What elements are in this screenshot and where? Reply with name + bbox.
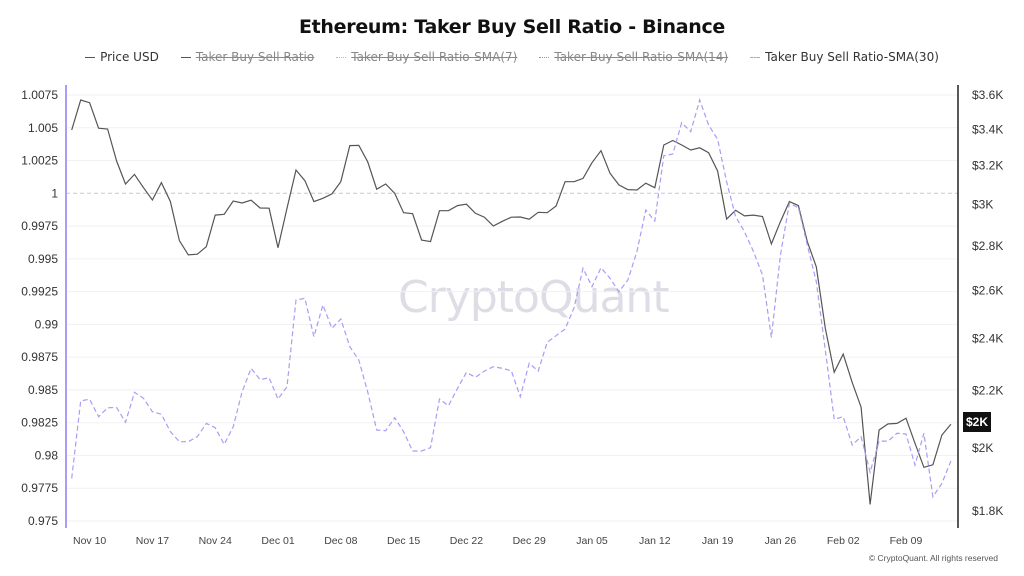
price-line xyxy=(71,99,952,505)
left-axis-tick-label: 0.9875 xyxy=(21,350,58,364)
left-axis-tick-label: 0.995 xyxy=(28,252,58,266)
left-axis-tick-label: 0.975 xyxy=(28,514,58,528)
last-price-label: $2K xyxy=(963,412,992,432)
legend-item[interactable]: Taker Buy Sell Ratio-SMA(30) xyxy=(750,50,939,64)
left-axis-tick-label: 0.9825 xyxy=(21,416,58,430)
right-axis-tick-label: $2.2K xyxy=(972,384,1003,398)
legend-label: Taker Buy Sell Ratio-SMA(30) xyxy=(765,50,939,64)
x-axis-tick-label: Jan 05 xyxy=(576,535,608,547)
left-axis-tick-label: 1 xyxy=(51,186,58,200)
left-axis-tick-label: 0.99 xyxy=(35,317,59,331)
x-axis-tick-label: Nov 24 xyxy=(199,535,232,547)
right-axis-tick-label: $2K xyxy=(972,441,993,455)
left-axis-tick-label: 1.0025 xyxy=(21,154,58,168)
x-axis-tick-label: Feb 09 xyxy=(890,535,923,547)
x-axis-tick-label: Nov 17 xyxy=(136,535,169,547)
left-axis-tick-label: 0.9925 xyxy=(21,285,58,299)
legend-item[interactable]: Price USD xyxy=(85,50,159,64)
legend-item[interactable]: Taker Buy Sell Ratio-SMA(14) xyxy=(539,50,728,64)
right-axis-tick-label: $1.8K xyxy=(972,504,1003,518)
left-axis-tick-label: 0.98 xyxy=(35,448,59,462)
x-axis-tick-label: Dec 01 xyxy=(261,535,294,547)
legend-item[interactable]: Taker Buy Sell Ratio-SMA(7) xyxy=(336,50,517,64)
legend-item[interactable]: Taker Buy Sell Ratio xyxy=(180,50,315,64)
right-axis-tick-label: $3K xyxy=(972,197,993,211)
left-axis-tick-label: 0.9975 xyxy=(21,219,58,233)
legend-swatch xyxy=(750,56,761,58)
x-axis-tick-label: Dec 08 xyxy=(324,535,357,547)
left-axis-tick-label: 0.985 xyxy=(28,383,58,397)
copyright-footer: © CryptoQuant. All rights reserved xyxy=(868,553,998,563)
x-axis-tick-label: Jan 19 xyxy=(702,535,734,547)
x-axis-tick-label: Jan 26 xyxy=(765,535,797,547)
left-axis-tick-label: 1.0075 xyxy=(21,88,58,102)
legend-swatch xyxy=(539,56,550,58)
right-axis-tick-label: $2.6K xyxy=(972,283,1003,297)
sma30-line xyxy=(71,98,952,499)
legend-label: Price USD xyxy=(100,50,159,64)
right-axis-tick-label: $3.6K xyxy=(972,88,1003,102)
legend-label: Taker Buy Sell Ratio-SMA(7) xyxy=(351,50,518,64)
x-axis-tick-label: Feb 02 xyxy=(827,535,860,547)
legend-swatch xyxy=(336,56,347,58)
right-axis-tick-label: $3.2K xyxy=(972,159,1003,173)
right-axis-tick-label: $2.4K xyxy=(972,331,1003,345)
x-axis-tick-label: Dec 15 xyxy=(387,535,420,547)
x-axis-tick-label: Nov 10 xyxy=(73,535,106,547)
legend: Price USD Taker Buy Sell Ratio Taker Buy S… xyxy=(0,50,1024,64)
left-axis-tick-label: 1.005 xyxy=(28,121,58,135)
right-axis-tick-label: $3.4K xyxy=(972,122,1003,136)
legend-label: Taker Buy Sell Ratio xyxy=(195,50,315,64)
right-axis-tick-label: $2.8K xyxy=(972,239,1003,253)
x-axis-tick-label: Dec 29 xyxy=(513,535,546,547)
legend-swatch xyxy=(85,56,96,58)
x-axis-tick-label: Jan 12 xyxy=(639,535,671,547)
left-axis-tick-label: 0.9775 xyxy=(21,481,58,495)
legend-swatch xyxy=(180,56,191,58)
chart-title: Ethereum: Taker Buy Sell Ratio - Binance xyxy=(298,16,726,38)
x-axis-tick-label: Dec 22 xyxy=(450,535,483,547)
legend-label: Taker Buy Sell Ratio-SMA(14) xyxy=(554,50,729,64)
